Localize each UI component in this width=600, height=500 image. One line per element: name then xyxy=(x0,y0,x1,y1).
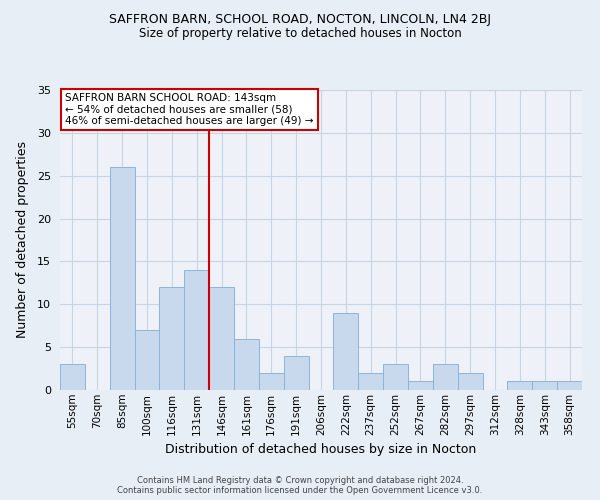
Bar xyxy=(110,167,134,390)
Bar xyxy=(334,313,358,390)
Bar xyxy=(60,364,85,390)
Y-axis label: Number of detached properties: Number of detached properties xyxy=(16,142,29,338)
Text: Size of property relative to detached houses in Nocton: Size of property relative to detached ho… xyxy=(139,28,461,40)
Bar xyxy=(383,364,408,390)
Bar xyxy=(458,373,482,390)
Bar xyxy=(557,382,582,390)
Bar xyxy=(259,373,284,390)
Bar xyxy=(160,287,184,390)
Bar xyxy=(184,270,209,390)
Bar xyxy=(532,382,557,390)
X-axis label: Distribution of detached houses by size in Nocton: Distribution of detached houses by size … xyxy=(166,443,476,456)
Bar xyxy=(433,364,458,390)
Bar xyxy=(209,287,234,390)
Bar xyxy=(234,338,259,390)
Bar xyxy=(408,382,433,390)
Bar xyxy=(508,382,532,390)
Bar xyxy=(134,330,160,390)
Text: Contains HM Land Registry data © Crown copyright and database right 2024.
Contai: Contains HM Land Registry data © Crown c… xyxy=(118,476,482,495)
Bar xyxy=(284,356,308,390)
Text: SAFFRON BARN, SCHOOL ROAD, NOCTON, LINCOLN, LN4 2BJ: SAFFRON BARN, SCHOOL ROAD, NOCTON, LINCO… xyxy=(109,12,491,26)
Bar xyxy=(358,373,383,390)
Text: SAFFRON BARN SCHOOL ROAD: 143sqm
← 54% of detached houses are smaller (58)
46% o: SAFFRON BARN SCHOOL ROAD: 143sqm ← 54% o… xyxy=(65,93,314,126)
